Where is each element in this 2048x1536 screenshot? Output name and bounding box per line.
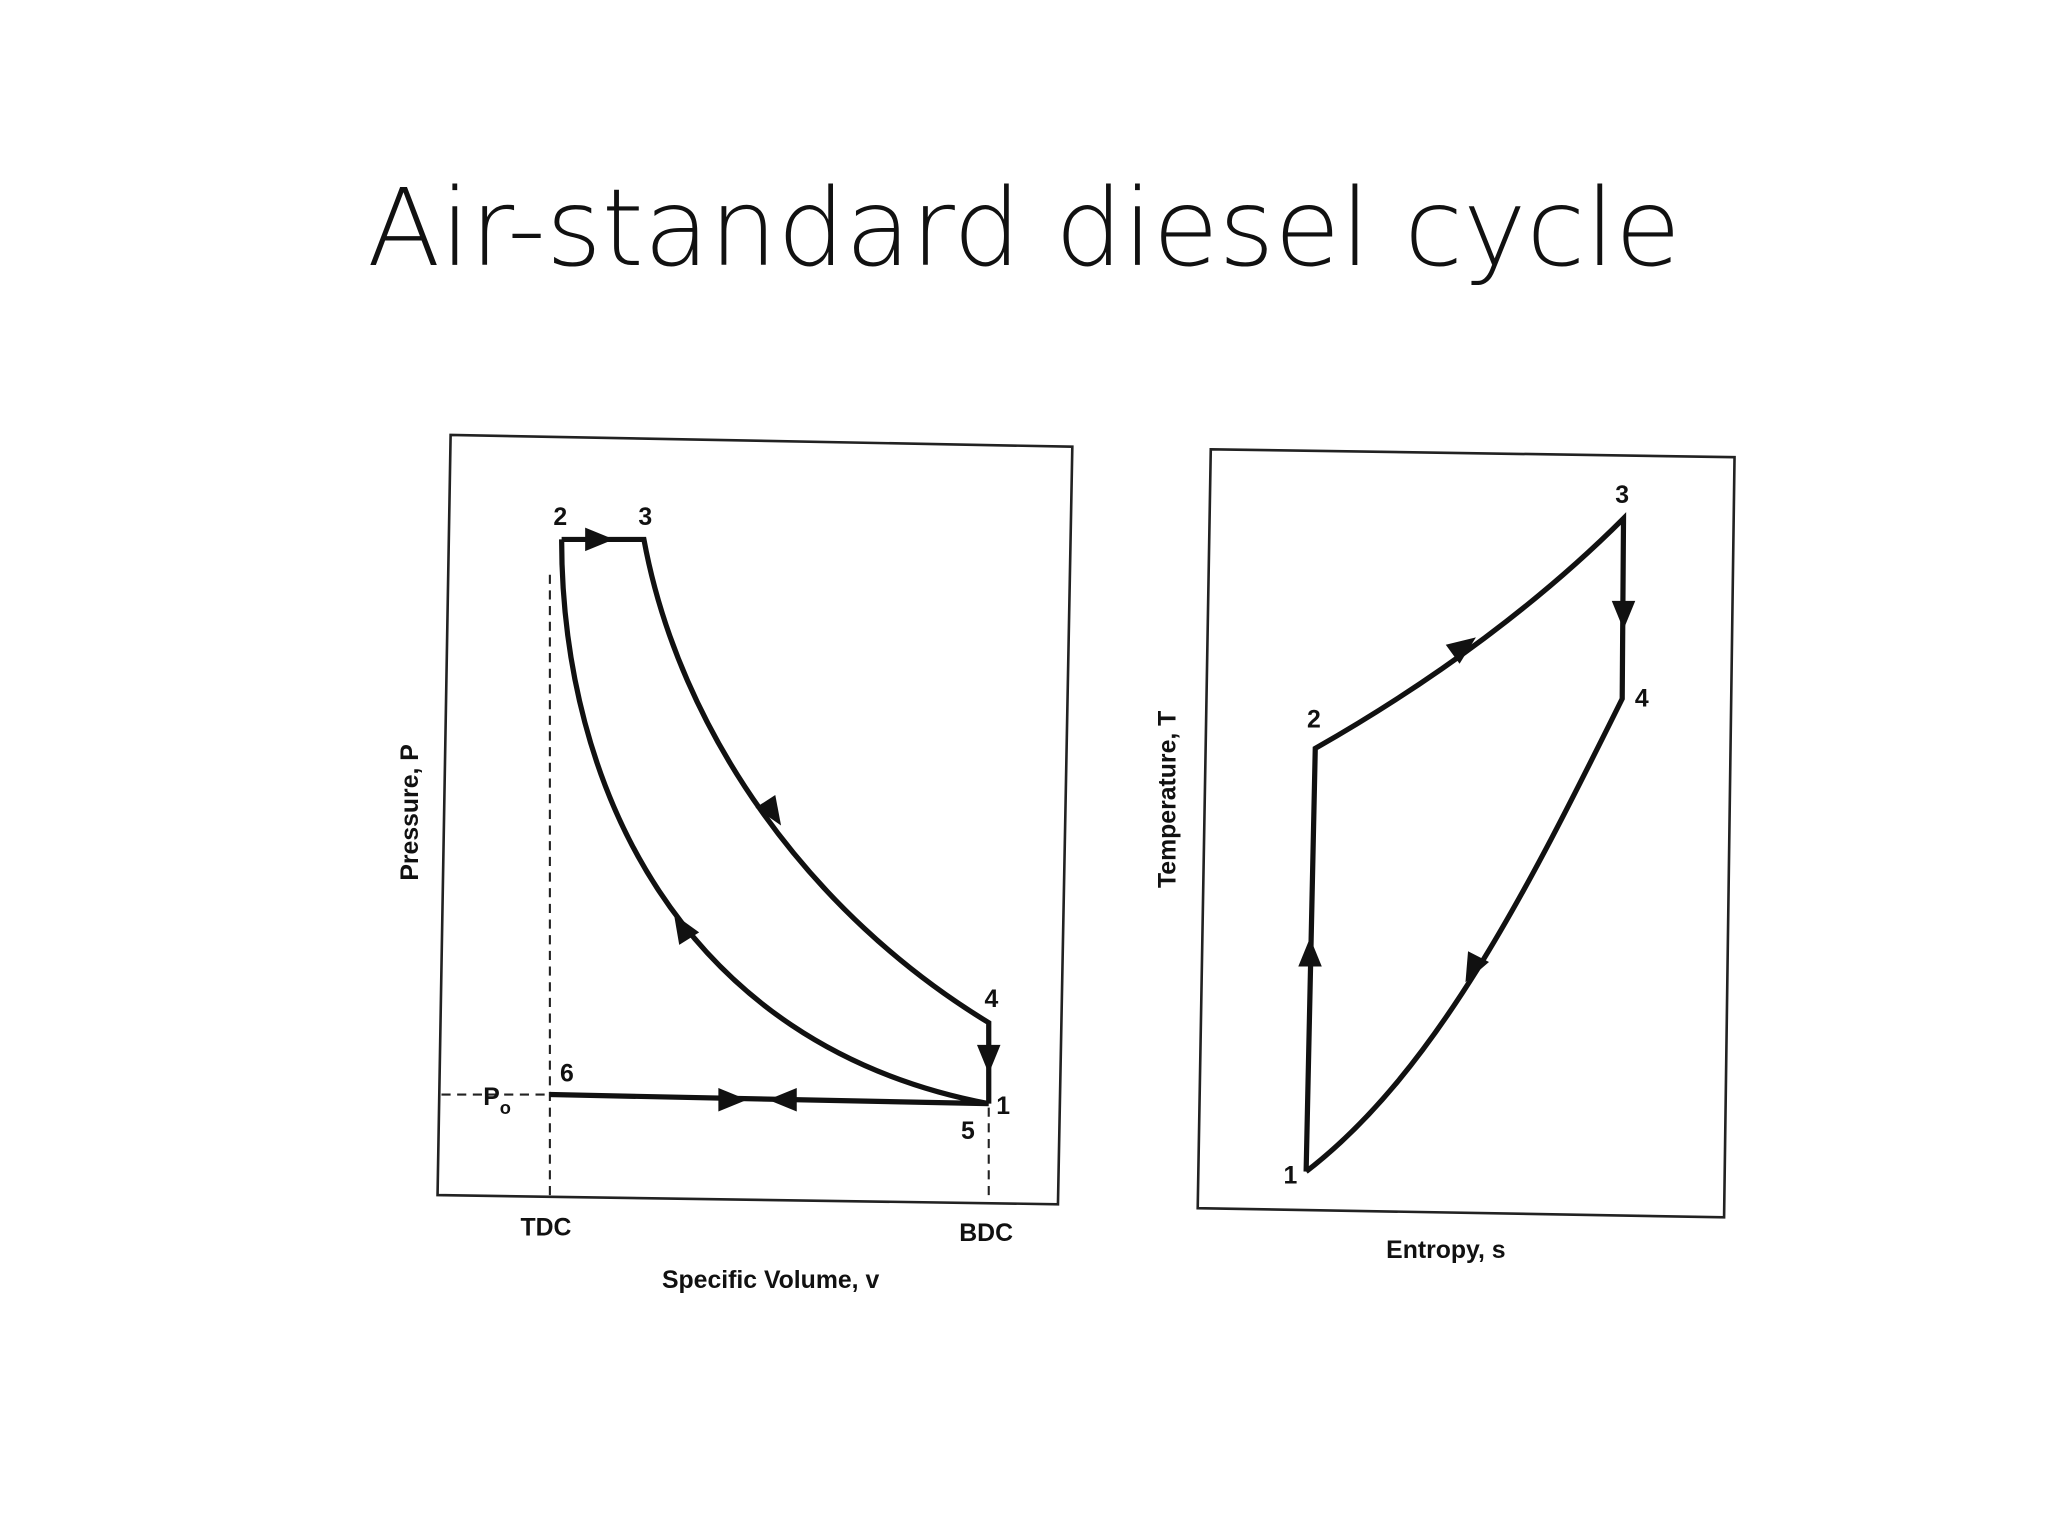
cycle-path [549,536,992,1107]
guide-lines [441,574,990,1200]
reference-pressure: Po [483,1084,511,1118]
cycle-path [1303,512,1627,1174]
ts-diagram: 1 2 3 4 Entropy, s Temperature, T [1155,447,1736,1264]
point-label: 5 [961,1118,975,1145]
x-marker: TDC [520,1215,571,1242]
ref-main: P [483,1084,500,1111]
point-label: 3 [638,504,652,531]
point-label: 4 [984,986,998,1013]
arrows [1298,600,1636,983]
x-marker: BDC [959,1220,1013,1247]
point-label: 6 [560,1060,574,1087]
point-label: 4 [1635,686,1649,713]
point-label: 2 [1307,707,1321,734]
point-label: 1 [1284,1162,1298,1189]
point-label: 1 [996,1093,1010,1120]
x-axis-label: Specific Volume, v [662,1267,879,1294]
ref-sub: o [500,1097,511,1118]
y-axis-label: Pressure, P [397,744,424,880]
point-label: 3 [1615,482,1629,509]
frame [436,433,1074,1206]
arrows [585,527,1001,1112]
pv-diagram: 2 3 4 1 5 6 Po TDC BDC Specific Volume, … [397,433,1074,1294]
point-label: 2 [553,504,567,531]
y-axis-label: Temperature, T [1155,711,1182,888]
frame [1196,447,1736,1219]
x-axis-label: Entropy, s [1386,1237,1505,1264]
slide-title: Air-standard diesel cycle [367,167,1681,291]
